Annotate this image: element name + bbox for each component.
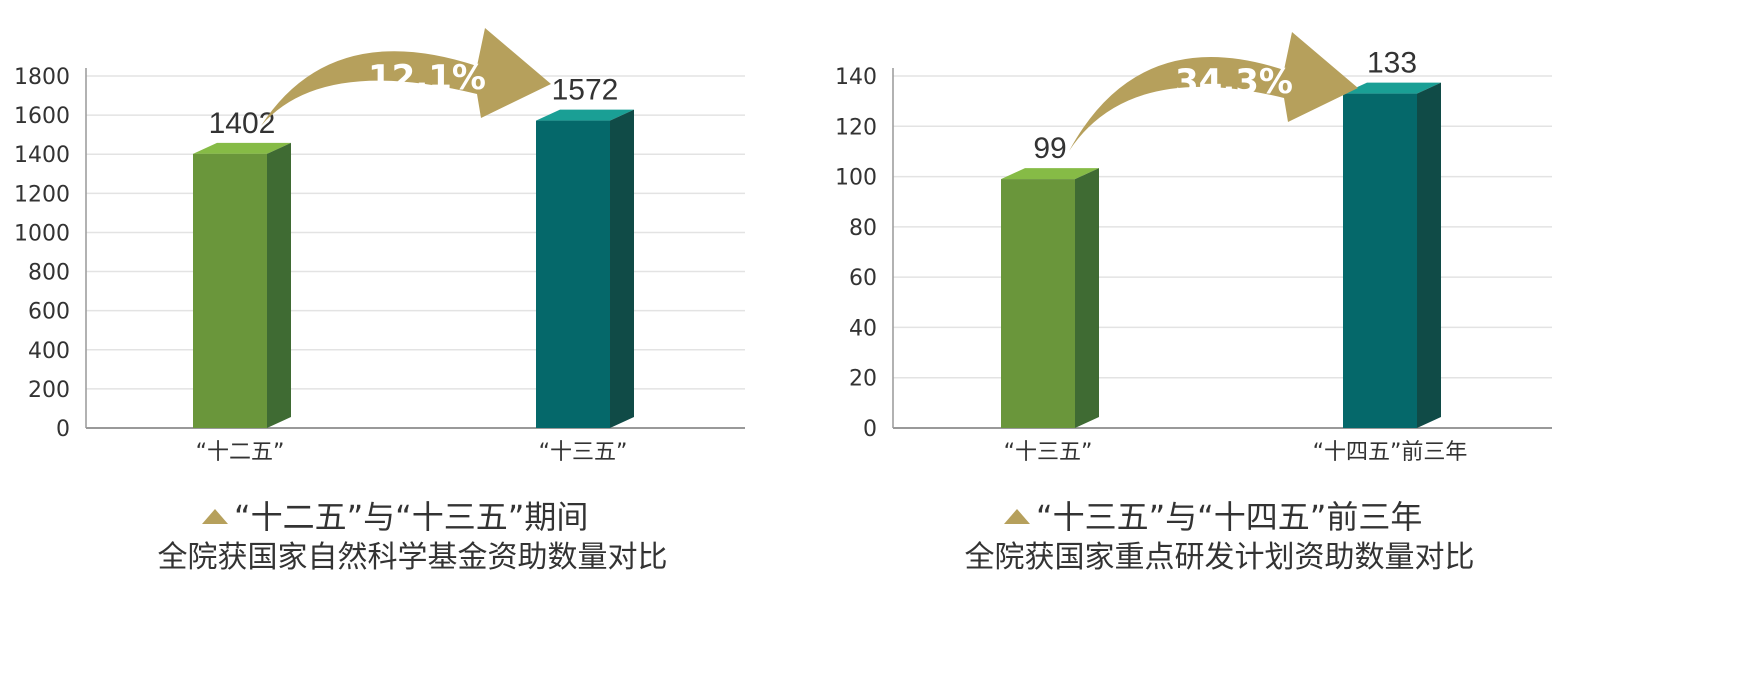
- y-tick-label-5: 1000: [14, 221, 70, 246]
- bar-top-0: [193, 142, 291, 154]
- grid-lines: [893, 75, 1552, 379]
- bar-side-1: [1417, 82, 1441, 428]
- caption-triangle-icon: [202, 509, 228, 524]
- bar-top-1: [1343, 82, 1441, 94]
- data-label-0: 99: [1033, 132, 1066, 165]
- y-axis-ticks: 0 20 40 60 80 100 120 140: [835, 65, 877, 442]
- bar-1: [1343, 93, 1417, 428]
- y-tick-label-3: 60: [849, 266, 877, 291]
- y-tick-label-0: 0: [56, 417, 70, 442]
- bar-series-a: [1001, 168, 1099, 429]
- growth-label: 34.3%: [1175, 62, 1293, 102]
- bar-side-0: [267, 142, 291, 428]
- bar-top-1: [536, 109, 634, 121]
- x-tick-label-1: “十四五”前三年: [1313, 440, 1468, 465]
- chart-nsfc-funding: 0 200 400 600 800 1000 1200 1400 1600 1800 1402 1…: [14, 28, 745, 575]
- y-tick-label-3: 600: [28, 300, 70, 325]
- chart-key-rd-funding: 0 20 40 60 80 100 120 140 99 133 “十三五” “十四五”前三年…: [835, 32, 1552, 575]
- y-tick-label-4: 800: [28, 261, 70, 286]
- bar-side-1: [610, 109, 634, 428]
- bar-series-a: [193, 142, 291, 428]
- y-tick-label-7: 1400: [14, 143, 70, 168]
- y-tick-label-6: 120: [835, 115, 877, 140]
- x-tick-label-1: “十三五”: [539, 440, 628, 465]
- caption-title: “十二五”与“十三五”期间: [234, 498, 588, 536]
- y-tick-label-0: 0: [863, 417, 877, 442]
- caption-subtitle: 全院获国家重点研发计划资助数量对比: [965, 540, 1475, 575]
- bar-side-0: [1075, 168, 1099, 429]
- data-label-1: 1572: [552, 74, 619, 107]
- grid-lines: [86, 75, 745, 390]
- data-label-1: 133: [1367, 47, 1417, 80]
- bar-0: [1001, 179, 1075, 428]
- y-tick-label-1: 200: [28, 378, 70, 403]
- bar-series-b: [1343, 82, 1441, 428]
- y-tick-label-6: 1200: [14, 182, 70, 207]
- y-axis-ticks: 0 200 400 600 800 1000 1200 1400 1600 1800: [14, 65, 70, 442]
- caption-subtitle: 全院获国家自然科学基金资助数量对比: [158, 540, 668, 575]
- bar-0: [193, 153, 267, 428]
- y-tick-label-1: 20: [849, 367, 877, 392]
- y-tick-label-9: 1800: [14, 65, 70, 90]
- y-tick-label-8: 1600: [14, 104, 70, 129]
- growth-arrow: [261, 28, 551, 126]
- y-tick-label-2: 40: [849, 316, 877, 341]
- y-tick-label-2: 400: [28, 339, 70, 364]
- bar-series-b: [536, 109, 634, 428]
- x-tick-label-0: “十二五”: [196, 440, 285, 465]
- y-tick-label-7: 140: [835, 65, 877, 90]
- bar-top-0: [1001, 168, 1099, 180]
- caption-triangle-icon: [1004, 509, 1030, 524]
- y-tick-label-5: 100: [835, 166, 877, 191]
- growth-arrow: [1069, 32, 1358, 152]
- caption-title: “十三五”与“十四五”前三年: [1036, 498, 1422, 536]
- x-tick-label-0: “十三五”: [1004, 440, 1093, 465]
- y-tick-label-4: 80: [849, 216, 877, 241]
- bar-1: [536, 120, 610, 428]
- data-label-0: 1402: [209, 107, 276, 140]
- growth-label: 12.1%: [368, 58, 486, 98]
